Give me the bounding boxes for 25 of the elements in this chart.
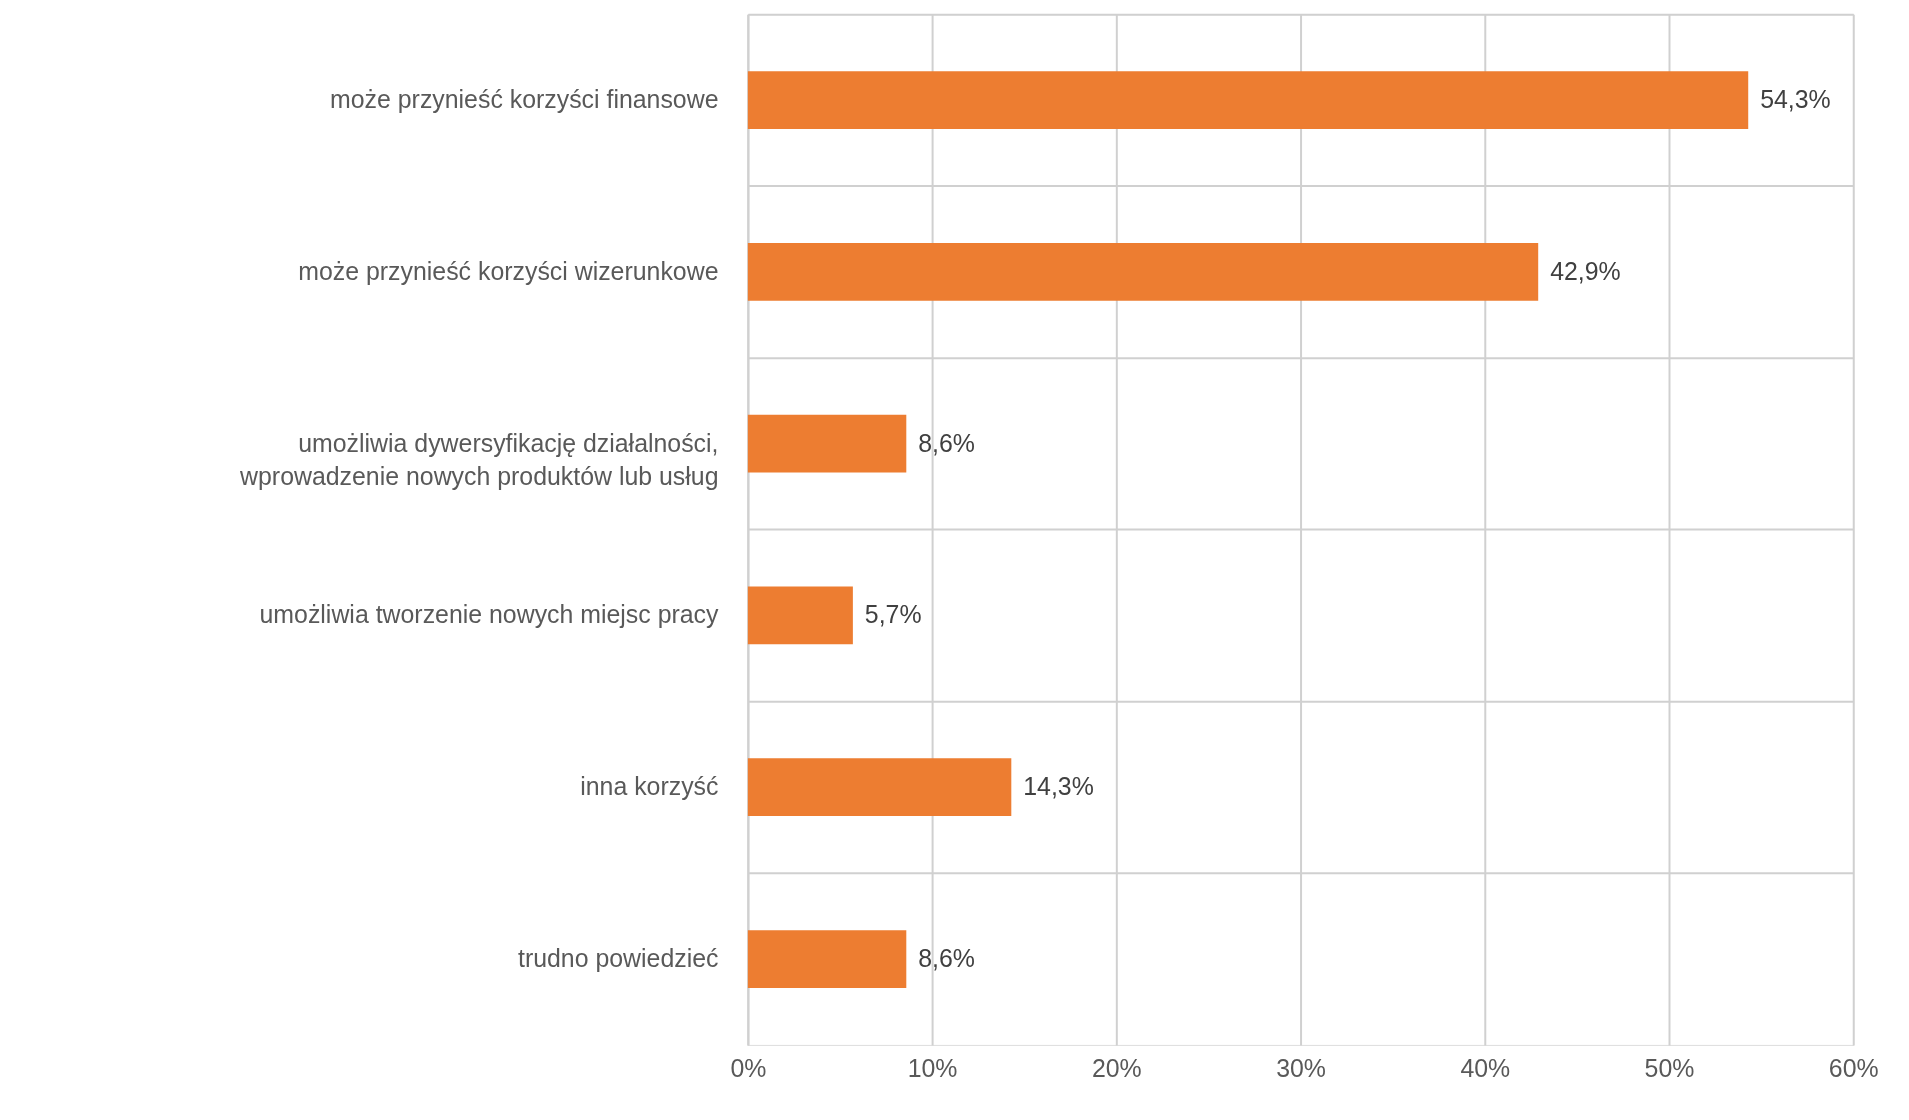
x-tick-label: 20% (1091, 1054, 1142, 1083)
bar (747, 930, 907, 988)
y-tick-label: umożliwia dywersyfikację działalności, wprowadzenie nowych produktów lub usług (239, 428, 719, 491)
bar (747, 414, 907, 473)
bar (747, 758, 1012, 817)
bar (747, 586, 853, 645)
x-tick-label: 30% (1276, 1054, 1326, 1083)
data-label: 14,3% (1023, 772, 1094, 801)
data-label: 42,9% (1550, 256, 1621, 285)
y-tick-label: umożliwia tworzenie nowych miejsc pracy (259, 600, 720, 629)
y-tick-label: inna korzyść (580, 772, 719, 801)
bar (747, 71, 1749, 129)
y-tick-label: może przynieść korzyści finansowe (330, 85, 719, 114)
bar (747, 243, 1539, 301)
y-tick-label: może przynieść korzyści wizerunkowe (298, 256, 719, 285)
data-label: 8,6% (918, 428, 975, 457)
data-label: 5,7% (864, 600, 922, 629)
x-tick-label: 40% (1460, 1054, 1511, 1083)
data-label: 8,6% (918, 943, 975, 972)
x-tick-label: 10% (907, 1054, 958, 1083)
x-tick-label: 0% (730, 1054, 767, 1083)
x-tick-label: 50% (1644, 1054, 1695, 1083)
y-tick-label: trudno powiedzieć (517, 943, 719, 972)
x-tick-label: 60% (1828, 1054, 1879, 1083)
data-label: 54,3% (1760, 85, 1831, 114)
